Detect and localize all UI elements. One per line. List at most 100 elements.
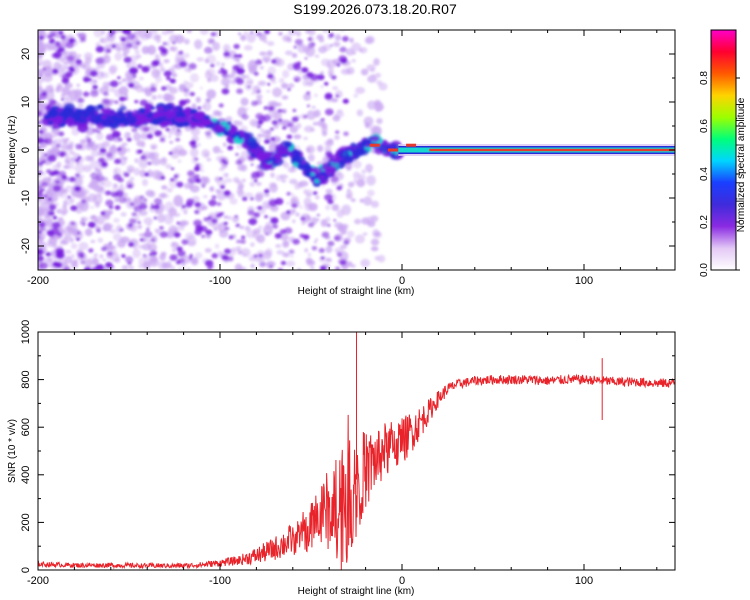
spectrogram-track-blob <box>354 146 366 157</box>
spectrogram-speckle-dark <box>241 113 249 120</box>
spectrogram-speckle <box>355 86 366 94</box>
spectrogram-speckle-dark <box>120 37 127 42</box>
snr-xtick-label: -200 <box>27 575 49 587</box>
spectrogram-speckle-dark <box>189 256 193 260</box>
spectrogram-speckle-dark <box>179 61 188 68</box>
spectrogram-speckle <box>193 39 203 50</box>
spectrogram-speckle <box>42 172 47 176</box>
spectrogram-speckle <box>243 31 248 36</box>
spectrogram-speckle <box>116 42 126 51</box>
spectrogram-speckle-dark <box>92 84 98 90</box>
spectrogram-speckle-dark <box>324 193 333 201</box>
spectrogram-speckle <box>151 94 157 101</box>
spectrogram-speckle <box>267 66 276 76</box>
spectrogram-speckle <box>133 30 143 35</box>
spectrogram-speckle-dark <box>55 143 62 148</box>
spectrogram-track-blob <box>97 104 104 109</box>
spectrogram-speckle-dark <box>83 266 92 270</box>
spectrogram-speckle <box>359 49 364 52</box>
spectrogram-track-blob <box>195 121 202 128</box>
spectrogram-speckle-dark <box>181 205 186 209</box>
spectrogram-speckle-dark <box>223 190 231 196</box>
spectrogram-speckle <box>304 248 309 253</box>
spectrogram-speckle <box>236 246 242 251</box>
spectrogram-speckle <box>147 238 152 244</box>
spectrogram-speckle-dark <box>253 212 261 218</box>
spectrogram-speckle-dark <box>104 190 112 196</box>
spectrogram-speckle <box>109 87 116 93</box>
spectrogram-speckle-dark <box>271 120 278 125</box>
spectrogram-speckle <box>346 193 353 200</box>
spectrogram-speckle <box>224 173 229 177</box>
spectrogram-speckle <box>160 158 167 166</box>
spectrogram-speckle-dark <box>38 137 44 144</box>
spectrogram-speckle <box>81 188 90 195</box>
spectrogram-speckle <box>186 235 197 247</box>
spectrogram-speckle <box>367 220 376 228</box>
spectrogram-speckle <box>93 219 99 223</box>
spectrogram-speckle-dark <box>52 185 62 192</box>
spectrogram-speckle-dark <box>221 88 230 95</box>
spectrogram-speckle <box>114 197 119 203</box>
spectrogram-speckle-dark <box>194 210 200 214</box>
spectrogram-speckle <box>249 181 255 187</box>
spectrogram-speckle <box>161 30 169 36</box>
spectrogram-speckle-dark <box>194 229 202 236</box>
spectrogram-track-blob <box>113 111 125 121</box>
spectrogram-track-blob <box>304 170 313 178</box>
spectrogram-speckle <box>134 49 140 55</box>
spectrogram-speckle-dark <box>203 217 209 222</box>
spectrogram-xtick-label: 0 <box>399 275 405 287</box>
spectrogram-speckle <box>225 178 233 183</box>
spectrogram-speckle-dark <box>255 31 262 37</box>
spectrogram-speckle-dark <box>223 248 232 255</box>
spectrogram-speckle <box>147 223 152 227</box>
spectrogram-speckle <box>86 155 95 162</box>
spectrogram-speckle-dark <box>40 226 47 232</box>
spectrogram-speckle <box>133 132 141 142</box>
spectrogram-speckle <box>376 103 384 111</box>
spectrogram-speckle-dark <box>38 248 44 256</box>
spectrogram-speckle <box>97 187 106 195</box>
spectrogram-speckle-dark <box>293 75 302 83</box>
spectrogram-speckle <box>144 31 153 40</box>
spectrogram-speckle-dark <box>153 197 163 205</box>
spectrogram-speckle-dark <box>175 137 181 142</box>
spectrogram-speckle-dark <box>205 229 213 236</box>
spectrogram-speckle <box>276 250 285 255</box>
colorbar-tick-label: 0.6 <box>699 119 710 133</box>
spectrogram-speckle <box>310 266 315 270</box>
spectrogram-speckle <box>40 201 49 210</box>
spectrogram-speckle-dark <box>150 205 155 209</box>
snr-ytick-label: 200 <box>20 513 32 531</box>
spectrogram-speckle <box>374 231 383 239</box>
spectrogram-speckle <box>326 257 332 263</box>
spectrogram-speckle <box>71 128 80 136</box>
colorbar-label: Normalized spectral amplitude <box>736 97 747 232</box>
spectrogram-speckle-dark <box>87 221 96 228</box>
snr-ytick-label: 400 <box>20 466 32 484</box>
spectrogram-speckle <box>120 212 127 217</box>
spectrogram-steady-band <box>369 143 675 156</box>
spectrogram-speckle-layer <box>38 30 406 270</box>
spectrogram-speckle-dark <box>111 44 116 48</box>
spectrogram-track-blob <box>156 106 165 113</box>
spectrogram-speckle <box>363 196 373 206</box>
spectrogram-speckle-dark <box>328 32 335 38</box>
spectrogram-speckle <box>76 83 80 87</box>
spectrogram-track-blob <box>101 118 114 128</box>
spectrogram-speckle-dark <box>38 129 44 134</box>
spectrogram-speckle <box>173 213 180 218</box>
spectrogram-speckle-dark <box>166 76 171 81</box>
spectrogram-speckle-dark <box>235 152 239 157</box>
spectrogram-speckle <box>370 200 379 208</box>
spectrogram-speckle-dark <box>96 228 101 233</box>
spectrogram-speckle <box>184 67 190 72</box>
spectrogram-speckle <box>312 121 318 126</box>
spectrogram-speckle <box>186 30 192 34</box>
spectrogram-speckle-dark <box>253 71 259 76</box>
spectrogram-speckle-dark <box>336 63 341 67</box>
spectrogram-speckle <box>351 42 362 52</box>
spectrogram-speckle-dark <box>154 130 163 137</box>
